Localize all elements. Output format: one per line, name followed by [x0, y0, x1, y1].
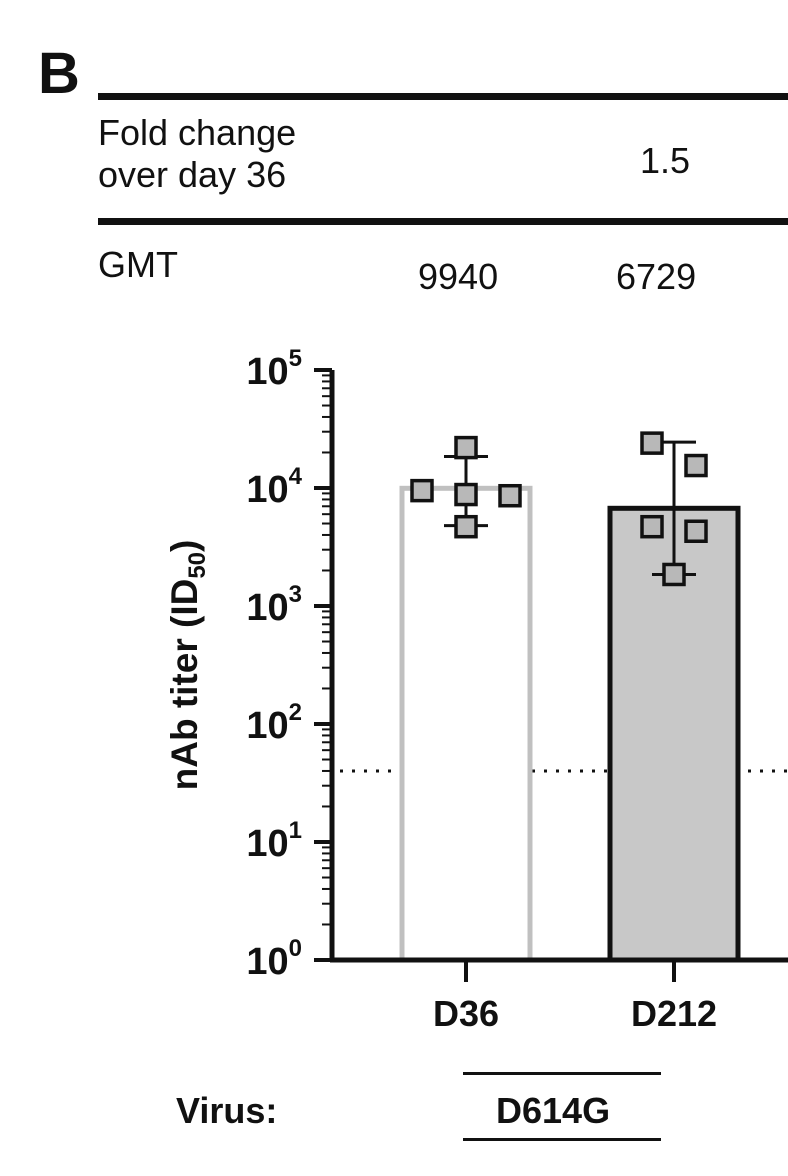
data-point-d212-1: [640, 431, 664, 455]
data-point-d212-4: [684, 519, 708, 544]
virus-name: D614G: [496, 1090, 611, 1131]
virus-group-bottom-rule: [463, 1138, 661, 1141]
gmt-value-d212: 6729: [616, 256, 697, 297]
y-tick-label: 104: [246, 463, 302, 511]
data-point-d212-2: [684, 453, 708, 478]
gmt-label: GMT: [98, 244, 178, 285]
gmt-value-d36: 9940: [418, 256, 499, 297]
data-point-d36-4: [498, 483, 522, 508]
data-point-d36-1: [454, 435, 478, 460]
data-point-d212-5: [662, 562, 686, 587]
data-point-d36-5: [454, 514, 478, 539]
y-tick-label: 102: [246, 699, 302, 747]
y-tick-label: 100: [246, 935, 302, 983]
data-point-d36-3: [454, 482, 478, 507]
x-tick-label-d212: D212: [631, 993, 717, 1034]
y-tick-label: 103: [246, 581, 302, 629]
virus-label: Virus:: [176, 1090, 278, 1131]
fold-change-label: Fold change over day 36: [98, 112, 398, 196]
fold-change-label-line2: over day 36: [98, 154, 287, 195]
virus-group-top-rule: [463, 1072, 661, 1075]
panel-letter: B: [38, 41, 80, 106]
y-tick-label: 101: [246, 817, 302, 865]
y-tick-label: 105: [246, 345, 302, 393]
fold-change-label-line1: Fold change: [98, 112, 297, 153]
table-mid-rule: [98, 218, 788, 225]
bar-d36: [399, 485, 533, 963]
data-point-d212-3: [640, 514, 664, 539]
table-top-rule: [98, 93, 788, 100]
data-point-d36-2: [410, 478, 434, 503]
x-tick-label-d36: D36: [433, 993, 499, 1034]
fold-change-value: 1.5: [640, 140, 691, 181]
